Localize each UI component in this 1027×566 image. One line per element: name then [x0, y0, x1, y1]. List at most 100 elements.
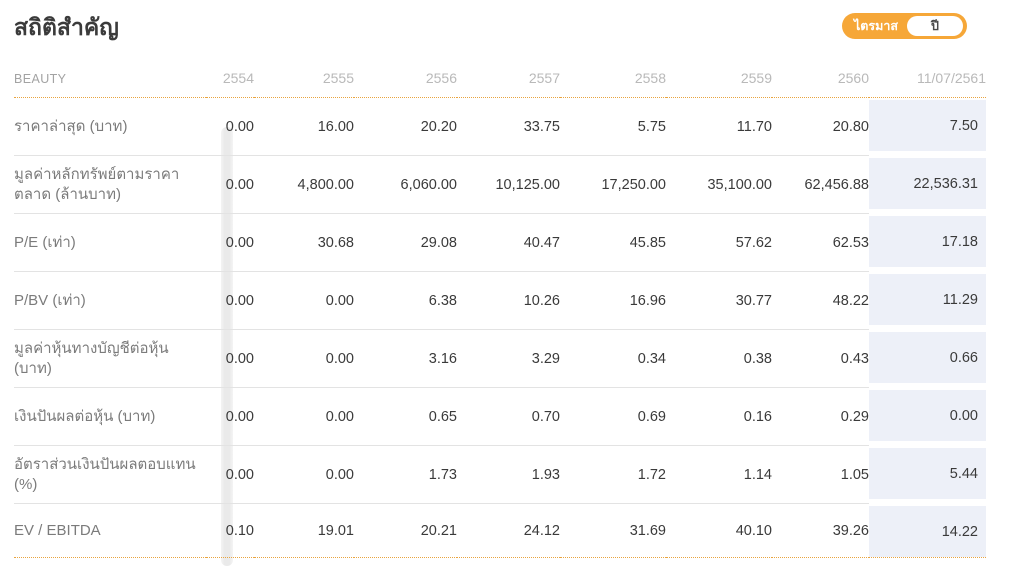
statistics-table-wrapper: BEAUTY 2554 2555 2556 2557 2558 2559 2560 11/07… [14, 70, 1027, 566]
cell-value: 0.00 [206, 98, 254, 156]
column-header-2554: 2554 [206, 70, 254, 98]
cell-value: 1.93 [457, 446, 560, 504]
row-label: ราคาล่าสุด (บาท) [14, 98, 206, 156]
cell-value: 0.10 [206, 504, 254, 558]
table-scrollbar[interactable] [221, 127, 233, 566]
cell-value: 6.38 [354, 272, 457, 330]
cell-value: 39.26 [772, 504, 869, 558]
cell-value: 1.73 [354, 446, 457, 504]
cell-value: 5.44 [869, 446, 986, 504]
cell-value: 11.70 [666, 98, 772, 156]
cell-value: 0.43 [772, 330, 869, 388]
cell-value: 62.53 [772, 214, 869, 272]
statistics-table: BEAUTY 2554 2555 2556 2557 2558 2559 2560 11/07… [14, 70, 986, 558]
cell-value: 3.29 [457, 330, 560, 388]
page-title: สถิติสำคัญ [14, 14, 119, 40]
cell-value: 0.00 [206, 214, 254, 272]
cell-value: 0.00 [869, 388, 986, 446]
cell-value: 0.00 [206, 388, 254, 446]
cell-value: 62,456.88 [772, 156, 869, 214]
cell-value: 33.75 [457, 98, 560, 156]
cell-value: 48.22 [772, 272, 869, 330]
cell-value: 0.38 [666, 330, 772, 388]
table-row: อัตราส่วนเงินปันผลตอบแทน (%) 0.00 0.00 1.73… [14, 446, 986, 504]
cell-value: 31.69 [560, 504, 666, 558]
cell-value: 29.08 [354, 214, 457, 272]
row-label: EV / EBITDA [14, 504, 206, 558]
cell-value: 0.29 [772, 388, 869, 446]
cell-value: 0.70 [457, 388, 560, 446]
cell-value: 5.75 [560, 98, 666, 156]
cell-value: 7.50 [869, 98, 986, 156]
cell-value: 19.01 [254, 504, 354, 558]
column-header-2557: 2557 [457, 70, 560, 98]
column-header-2560: 2560 [772, 70, 869, 98]
cell-value: 1.05 [772, 446, 869, 504]
cell-value: 30.68 [254, 214, 354, 272]
row-label: P/E (เท่า) [14, 214, 206, 272]
cell-value: 3.16 [354, 330, 457, 388]
cell-value: 1.72 [560, 446, 666, 504]
cell-value: 20.80 [772, 98, 869, 156]
cell-value: 0.00 [206, 272, 254, 330]
cell-value: 17.18 [869, 214, 986, 272]
column-header-2558: 2558 [560, 70, 666, 98]
cell-value: 0.66 [869, 330, 986, 388]
cell-value: 4,800.00 [254, 156, 354, 214]
cell-value: 10.26 [457, 272, 560, 330]
cell-value: 0.00 [254, 272, 354, 330]
cell-value: 0.00 [254, 388, 354, 446]
row-label: มูลค่าหุ้นทางบัญชีต่อหุ้น (บาท) [14, 330, 206, 388]
cell-value: 30.77 [666, 272, 772, 330]
cell-value: 45.85 [560, 214, 666, 272]
table-row: มูลค่าหุ้นทางบัญชีต่อหุ้น (บาท) 0.00 0.00 3… [14, 330, 986, 388]
cell-value: 6,060.00 [354, 156, 457, 214]
toggle-option-year[interactable]: ปี [907, 16, 963, 36]
toggle-option-quarter[interactable]: ไตรมาส [853, 19, 898, 33]
column-header-2559: 2559 [666, 70, 772, 98]
row-label: มูลค่าหลักทรัพย์ตามราคาตลาด (ล้านบาท) [14, 156, 206, 214]
cell-value: 17,250.00 [560, 156, 666, 214]
cell-value: 40.47 [457, 214, 560, 272]
row-label: P/BV (เท่า) [14, 272, 206, 330]
table-header-row: BEAUTY 2554 2555 2556 2557 2558 2559 2560 11/07… [14, 70, 986, 98]
cell-value: 10,125.00 [457, 156, 560, 214]
table-row: เงินปันผลต่อหุ้น (บาท) 0.00 0.00 0.65 0.70 0.… [14, 388, 986, 446]
cell-value: 0.69 [560, 388, 666, 446]
cell-value: 0.34 [560, 330, 666, 388]
cell-value: 57.62 [666, 214, 772, 272]
cell-value: 16.96 [560, 272, 666, 330]
period-toggle[interactable]: ไตรมาส ปี [841, 13, 967, 39]
cell-value: 22,536.31 [869, 156, 986, 214]
row-label: เงินปันผลต่อหุ้น (บาท) [14, 388, 206, 446]
cell-value: 0.16 [666, 388, 772, 446]
cell-value: 16.00 [254, 98, 354, 156]
cell-value: 0.00 [206, 330, 254, 388]
cell-value: 0.00 [206, 156, 254, 214]
row-label: อัตราส่วนเงินปันผลตอบแทน (%) [14, 446, 206, 504]
cell-value: 0.00 [254, 330, 354, 388]
cell-value: 40.10 [666, 504, 772, 558]
column-header-11-07-2561: 11/07/2561 [869, 70, 986, 98]
table-row: P/E (เท่า) 0.00 30.68 29.08 40.47 45.85 57.62 6… [14, 214, 986, 272]
cell-value: 1.14 [666, 446, 772, 504]
cell-value: 20.20 [354, 98, 457, 156]
column-header-2556: 2556 [354, 70, 457, 98]
cell-value: 20.21 [354, 504, 457, 558]
cell-value: 11.29 [869, 272, 986, 330]
table-body: ราคาล่าสุด (บาท) 0.00 16.00 20.20 33.75 5.75 1… [14, 98, 986, 558]
cell-value: 0.00 [254, 446, 354, 504]
table-row: P/BV (เท่า) 0.00 0.00 6.38 10.26 16.96 30.77 48… [14, 272, 986, 330]
title-bar: สถิติสำคัญ ไตรมาส ปี [0, 0, 1027, 56]
column-header-2555: 2555 [254, 70, 354, 98]
table-row: มูลค่าหลักทรัพย์ตามราคาตลาด (ล้านบาท) 0.0… [14, 156, 986, 214]
corner-label: BEAUTY [14, 70, 206, 98]
cell-value: 0.65 [354, 388, 457, 446]
table-row: ราคาล่าสุด (บาท) 0.00 16.00 20.20 33.75 5.75 1… [14, 98, 986, 156]
cell-value: 35,100.00 [666, 156, 772, 214]
table-row: EV / EBITDA 0.10 19.01 20.21 24.12 31.69 40.10… [14, 504, 986, 558]
cell-value: 24.12 [457, 504, 560, 558]
cell-value: 14.22 [869, 504, 986, 558]
cell-value: 0.00 [206, 446, 254, 504]
